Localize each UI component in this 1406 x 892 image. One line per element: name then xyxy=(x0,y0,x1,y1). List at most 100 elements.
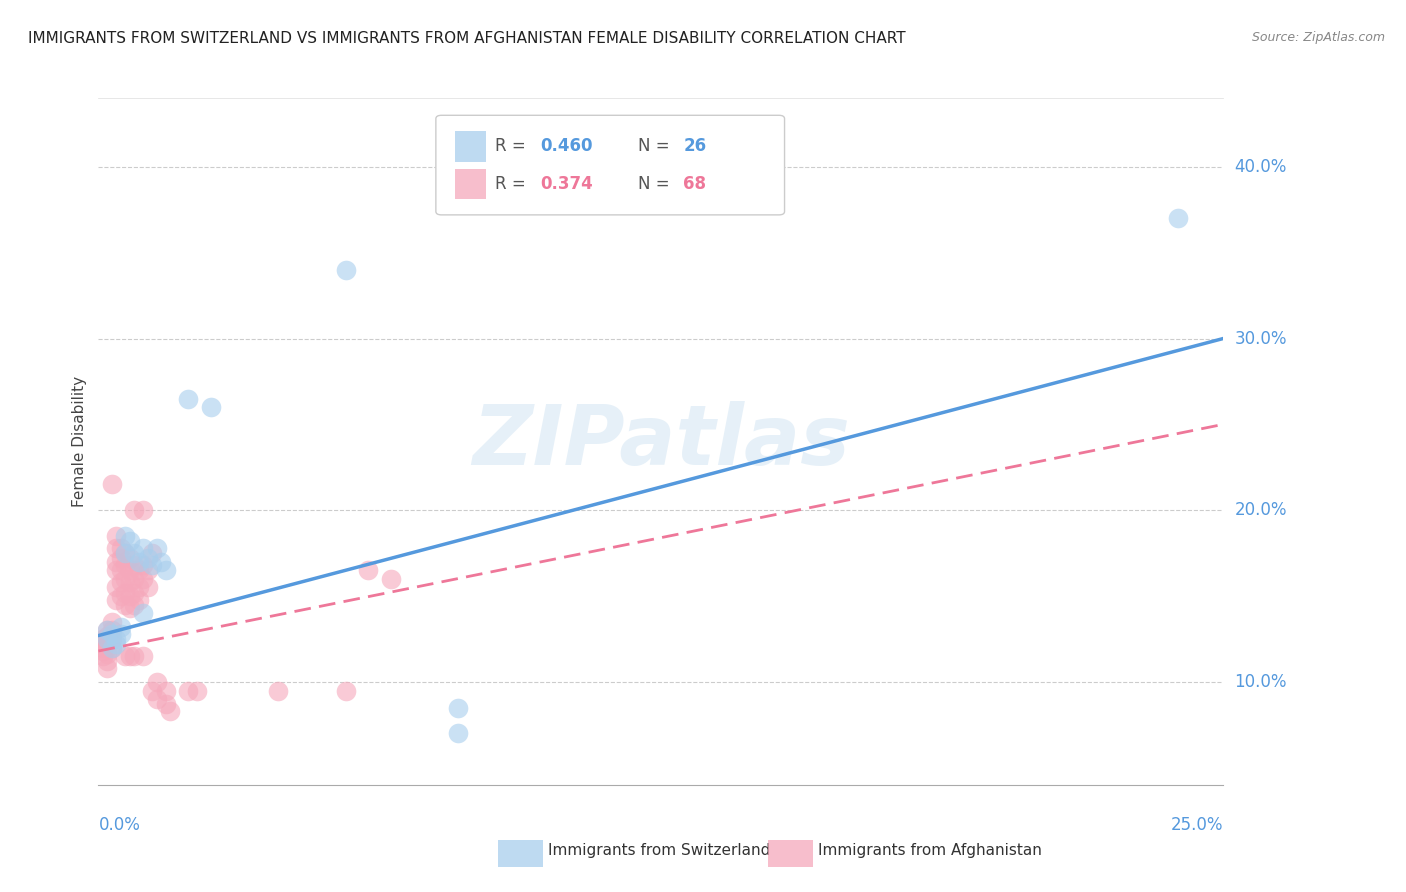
Text: R =: R = xyxy=(495,175,531,193)
Point xyxy=(124,572,146,586)
Point xyxy=(124,598,146,612)
Point xyxy=(110,563,132,577)
Point xyxy=(101,640,124,655)
Point xyxy=(101,624,124,638)
Point xyxy=(96,661,118,675)
Point xyxy=(335,262,357,277)
Point xyxy=(132,649,155,664)
Point xyxy=(118,551,141,566)
Point xyxy=(124,558,146,573)
Point xyxy=(146,674,169,689)
Point xyxy=(105,555,128,569)
Point xyxy=(141,546,163,560)
Point xyxy=(91,632,114,646)
Point xyxy=(101,615,124,629)
Point xyxy=(118,534,141,549)
Point xyxy=(105,529,128,543)
Text: 0.374: 0.374 xyxy=(540,175,593,193)
Point xyxy=(114,585,136,599)
FancyBboxPatch shape xyxy=(498,840,543,867)
Point xyxy=(124,649,146,664)
Text: 68: 68 xyxy=(683,175,706,193)
Point xyxy=(128,555,150,569)
Point xyxy=(114,572,136,586)
Y-axis label: Female Disability: Female Disability xyxy=(72,376,87,508)
Point xyxy=(114,546,136,560)
Point xyxy=(91,644,114,658)
Text: 25.0%: 25.0% xyxy=(1171,815,1223,833)
Text: 26: 26 xyxy=(683,137,706,155)
Point xyxy=(101,477,124,491)
Point xyxy=(96,633,118,648)
Text: ZIPatlas: ZIPatlas xyxy=(472,401,849,482)
Point xyxy=(124,503,146,517)
Point xyxy=(177,392,200,406)
Point xyxy=(1167,211,1189,226)
Point xyxy=(91,637,114,651)
Point xyxy=(118,589,141,603)
Text: 40.0%: 40.0% xyxy=(1234,158,1286,176)
Point xyxy=(132,503,155,517)
Point xyxy=(141,683,163,698)
Text: Immigrants from Switzerland: Immigrants from Switzerland xyxy=(548,843,770,858)
Point xyxy=(155,683,177,698)
Point xyxy=(146,692,169,706)
Point xyxy=(110,575,132,590)
Text: 10.0%: 10.0% xyxy=(1234,673,1286,691)
FancyBboxPatch shape xyxy=(436,115,785,215)
Point xyxy=(96,629,118,643)
Point xyxy=(447,700,470,714)
Text: Immigrants from Afghanistan: Immigrants from Afghanistan xyxy=(818,843,1042,858)
Point xyxy=(136,551,159,566)
Point xyxy=(101,632,124,646)
Text: 30.0%: 30.0% xyxy=(1234,329,1286,348)
Point xyxy=(101,640,124,655)
Point xyxy=(114,558,136,573)
Point xyxy=(267,683,290,698)
Point xyxy=(132,607,155,621)
Point xyxy=(105,541,128,555)
Point xyxy=(110,551,132,566)
Point xyxy=(150,555,173,569)
Point xyxy=(118,563,141,577)
FancyBboxPatch shape xyxy=(456,169,486,200)
Point xyxy=(380,572,402,586)
Point xyxy=(114,546,136,560)
Point xyxy=(114,649,136,664)
Point xyxy=(110,627,132,641)
Text: N =: N = xyxy=(638,175,675,193)
Text: R =: R = xyxy=(495,137,531,155)
Point xyxy=(118,649,141,664)
Text: IMMIGRANTS FROM SWITZERLAND VS IMMIGRANTS FROM AFGHANISTAN FEMALE DISABILITY COR: IMMIGRANTS FROM SWITZERLAND VS IMMIGRANT… xyxy=(28,31,905,46)
Point xyxy=(105,581,128,595)
Point xyxy=(118,601,141,615)
FancyBboxPatch shape xyxy=(456,131,486,161)
Point xyxy=(110,620,132,634)
Point xyxy=(105,637,128,651)
Point xyxy=(96,640,118,655)
Point xyxy=(105,632,128,646)
Point xyxy=(335,683,357,698)
Point xyxy=(110,541,132,555)
Point xyxy=(357,563,380,577)
Text: Source: ZipAtlas.com: Source: ZipAtlas.com xyxy=(1251,31,1385,45)
Point xyxy=(132,558,155,573)
Point xyxy=(118,575,141,590)
Point xyxy=(159,704,181,718)
Point xyxy=(105,592,128,607)
Point xyxy=(105,563,128,577)
Point xyxy=(124,546,146,560)
Point xyxy=(447,726,470,740)
Point xyxy=(101,627,124,641)
Point xyxy=(200,400,222,414)
Point xyxy=(177,683,200,698)
Point xyxy=(96,632,118,646)
Text: N =: N = xyxy=(638,137,675,155)
Text: 0.460: 0.460 xyxy=(540,137,593,155)
Text: 20.0%: 20.0% xyxy=(1234,501,1286,519)
Point xyxy=(96,654,118,668)
Point xyxy=(136,563,159,577)
Point xyxy=(132,541,155,555)
Point xyxy=(128,581,150,595)
Point xyxy=(155,563,177,577)
